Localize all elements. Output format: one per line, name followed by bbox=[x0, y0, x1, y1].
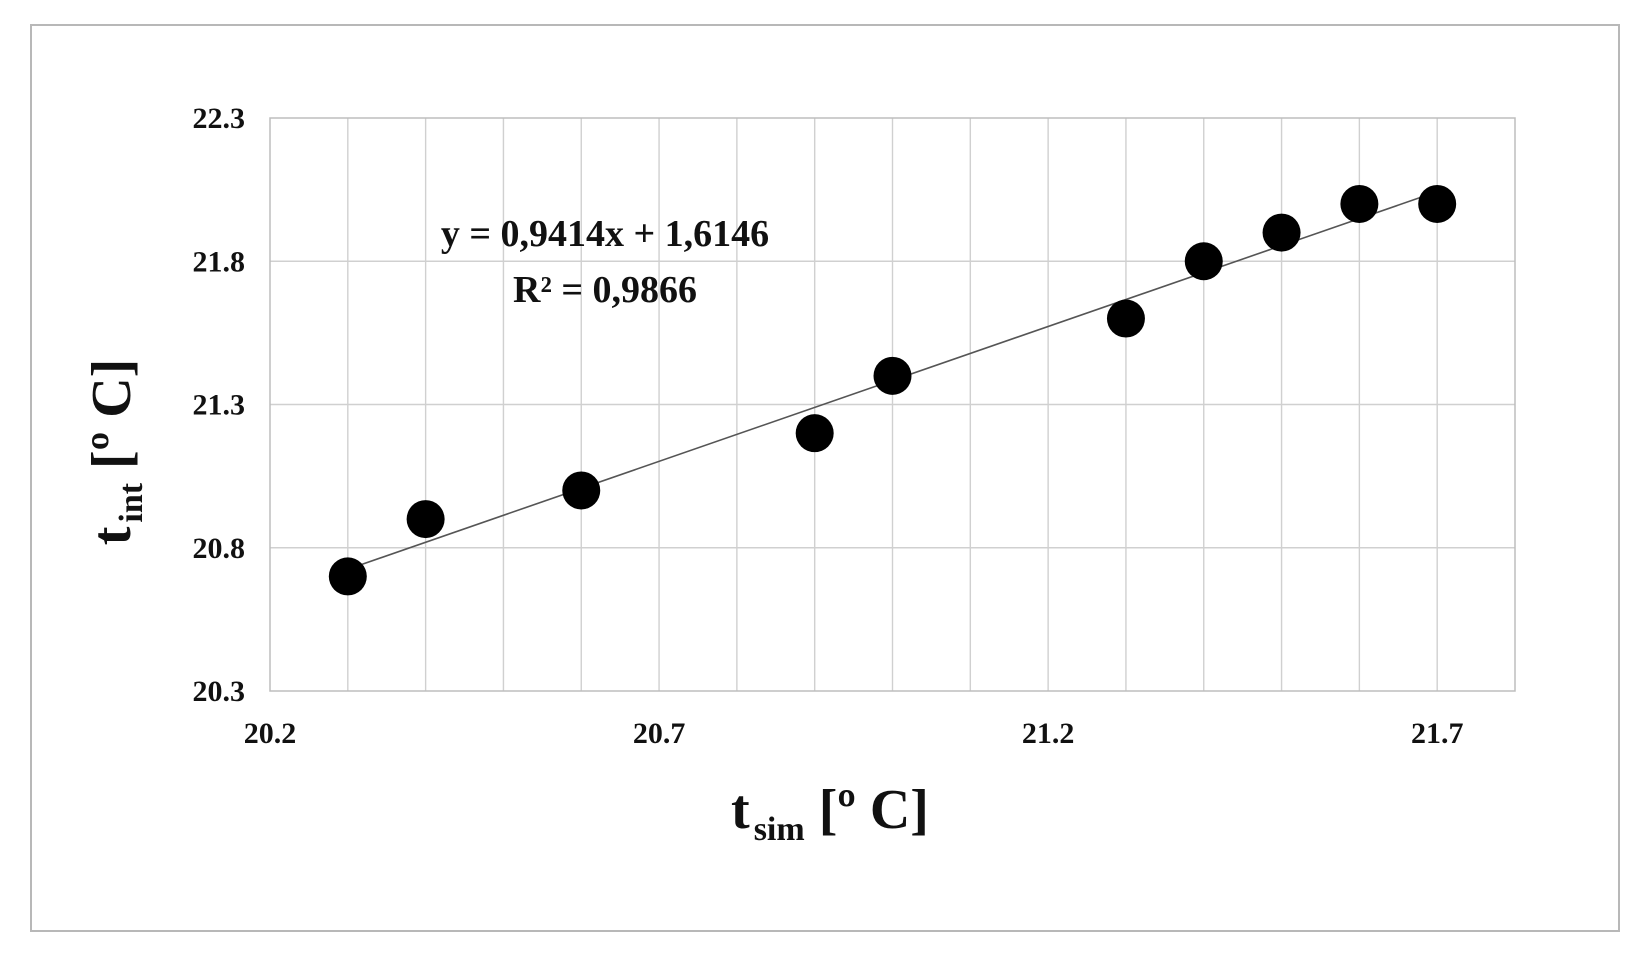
equation-label: y = 0,9414x + 1,6146 bbox=[441, 213, 769, 255]
y-tick-label: 20.8 bbox=[193, 532, 246, 565]
x-tick-label: 20.7 bbox=[633, 717, 686, 750]
x-tick-label: 21.2 bbox=[1022, 717, 1075, 750]
data-point bbox=[406, 500, 445, 539]
data-point bbox=[795, 414, 834, 453]
y-tick-label: 22.3 bbox=[193, 102, 246, 135]
x-axis-title-main: t bbox=[731, 779, 750, 841]
data-point bbox=[562, 471, 601, 510]
x-tick-label: 20.2 bbox=[244, 717, 297, 750]
data-point bbox=[1106, 299, 1145, 338]
data-points bbox=[328, 184, 1457, 596]
y-tick-label: 21.8 bbox=[193, 245, 246, 278]
data-point bbox=[1262, 213, 1301, 252]
x-axis-title-unit: [º C] bbox=[819, 779, 929, 841]
y-tick-label: 21.3 bbox=[193, 389, 246, 422]
data-point bbox=[1184, 242, 1223, 281]
data-point bbox=[873, 356, 912, 395]
data-point bbox=[1418, 184, 1457, 223]
x-axis-title-sub: sim bbox=[754, 811, 805, 848]
x-tick-label: 21.7 bbox=[1411, 717, 1464, 750]
figure-frame bbox=[30, 24, 1620, 932]
y-axis-title: t int [º C] bbox=[81, 359, 150, 546]
data-point bbox=[1340, 184, 1379, 223]
y-axis-title-unit: [º C] bbox=[81, 359, 143, 469]
r-squared-label: R² = 0,9866 bbox=[513, 269, 697, 311]
y-tick-labels: 20.3 20.8 21.3 21.8 22.3 bbox=[193, 102, 246, 708]
plot-area-border bbox=[269, 117, 1516, 692]
y-tick-label: 20.3 bbox=[193, 675, 246, 708]
y-axis-title-main: t bbox=[81, 526, 143, 545]
grid-lines bbox=[270, 118, 1515, 691]
y-axis-title-sub: int bbox=[113, 482, 150, 522]
x-axis-title: t sim [º C] bbox=[731, 779, 929, 848]
x-tick-labels: 20.2 20.7 21.2 21.7 bbox=[244, 717, 1464, 750]
data-point bbox=[328, 557, 367, 596]
